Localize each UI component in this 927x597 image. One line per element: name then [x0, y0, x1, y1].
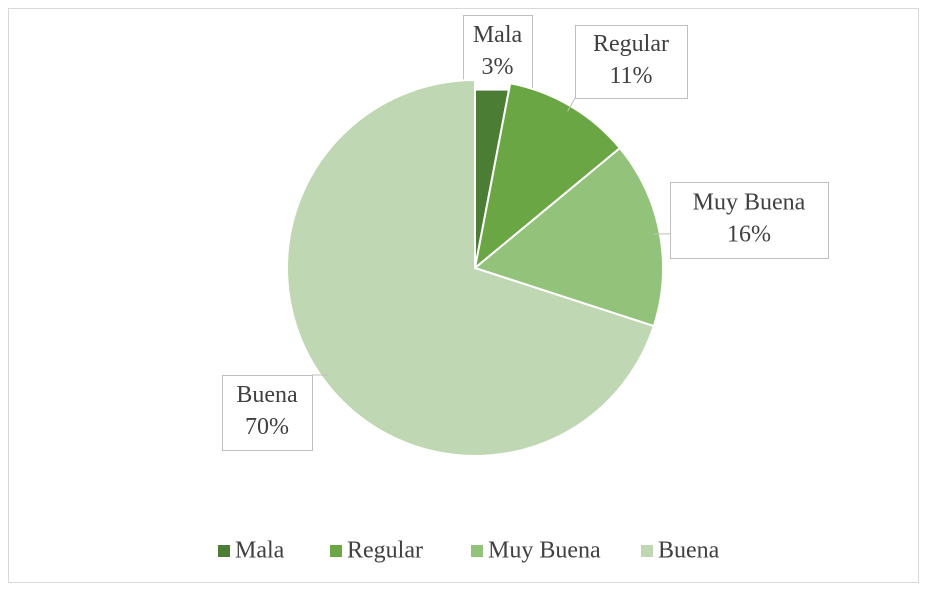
data-label-name: Buena [236, 382, 298, 408]
legend-swatch [641, 545, 653, 557]
legend-swatch [218, 545, 230, 557]
legend-swatch [330, 545, 342, 557]
legend-label: Mala [235, 538, 285, 564]
data-label-value: 3% [482, 54, 514, 80]
data-label-value: 11% [609, 63, 652, 89]
legend-label: Buena [658, 538, 720, 564]
data-label-value: 16% [727, 222, 771, 248]
data-label-value: 70% [245, 414, 289, 440]
data-label-name: Muy Buena [693, 190, 806, 216]
legend-label: Regular [347, 538, 423, 564]
legend-label: Muy Buena [488, 538, 601, 564]
data-label-name: Regular [593, 31, 669, 57]
data-label-name: Mala [473, 22, 523, 48]
legend-swatch [471, 545, 483, 557]
